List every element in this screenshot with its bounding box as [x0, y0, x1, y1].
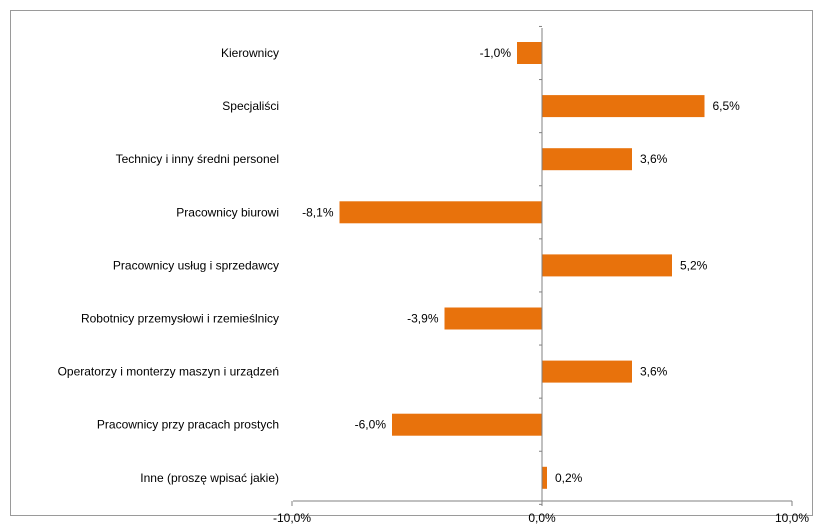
bar: [444, 307, 542, 330]
tick-labels: -10,0% 0,0% 10,0%: [273, 511, 809, 525]
category-label: Technicy i inny średni personel: [116, 152, 279, 166]
plot-area-border: [10, 10, 813, 516]
category-label: Inne (proszę wpisać jakie): [140, 471, 279, 485]
bar: [542, 148, 632, 171]
bar: [339, 201, 542, 224]
value-label: -3,9%: [407, 312, 439, 326]
value-label: -1,0%: [480, 46, 512, 60]
value-label: 3,6%: [640, 365, 668, 379]
bar: [542, 466, 547, 489]
tick-label: -10,0%: [273, 511, 311, 525]
bar: [392, 413, 542, 436]
value-label: 3,6%: [640, 152, 668, 166]
category-label: Pracownicy biurowi: [176, 205, 279, 219]
bars: [339, 42, 705, 489]
bar: [542, 254, 672, 277]
bar: [542, 360, 632, 383]
tick-label: 0,0%: [528, 511, 556, 525]
tick-label: 10,0%: [775, 511, 809, 525]
bar: [542, 95, 705, 118]
bar: [517, 42, 542, 64]
category-label: Pracownicy przy pracach prostych: [97, 418, 279, 432]
category-label: Robotnicy przemysłowi i rzemieślnicy: [81, 312, 279, 326]
category-label: Pracownicy usług i sprzedawcy: [113, 258, 279, 272]
value-label: 5,2%: [680, 258, 708, 272]
value-label: -8,1%: [302, 205, 334, 219]
value-label: 0,2%: [555, 471, 583, 485]
value-label: -6,0%: [355, 418, 387, 432]
category-labels: Kierownicy Specjaliści Technicy i inny śre…: [58, 46, 279, 485]
value-labels: -1,0% 6,5% 3,6% -8,1% 5,2% -3,9% 3,6% -6,0% 0,2%: [302, 46, 740, 485]
axes: [291, 25, 793, 506]
category-label: Kierownicy: [221, 46, 279, 60]
value-label: 6,5%: [713, 99, 741, 113]
category-label: Specjaliści: [222, 99, 279, 113]
category-label: Operatorzy i monterzy maszyn i urządzeń: [58, 365, 279, 379]
